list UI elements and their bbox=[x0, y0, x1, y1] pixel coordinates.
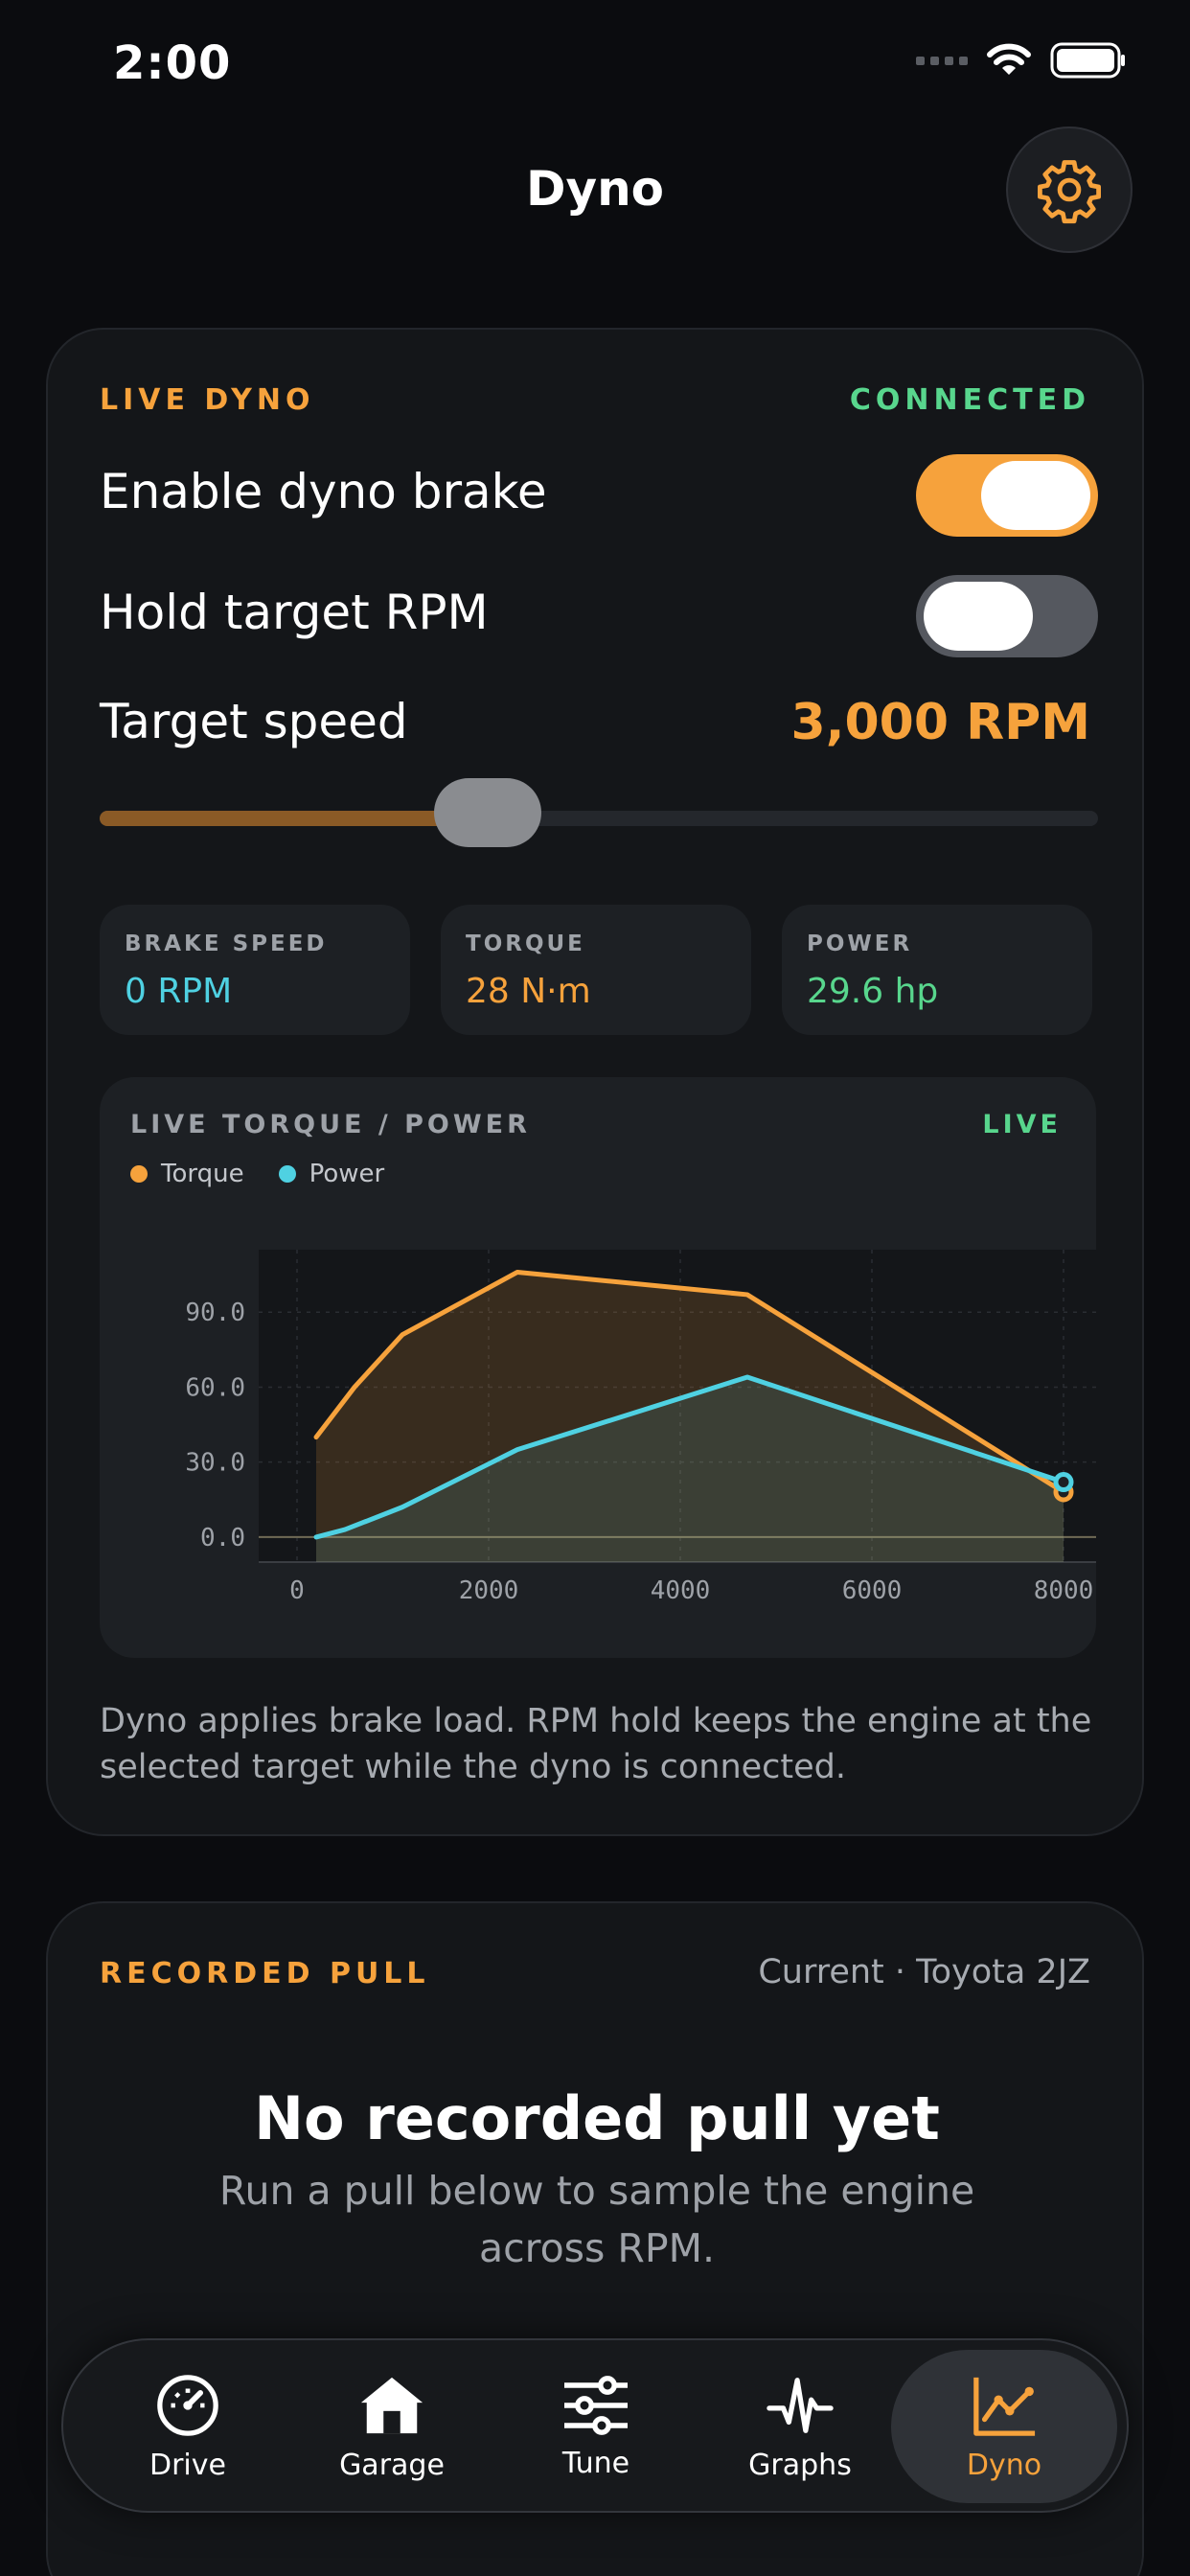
cellular-signal-icon bbox=[916, 56, 968, 65]
chart-title: LIVE TORQUE / POWER bbox=[130, 1110, 531, 1139]
x-tick-label: 6000 bbox=[842, 1576, 903, 1605]
connection-status: CONNECTED bbox=[849, 383, 1090, 417]
tab-dyno[interactable]: Dyno bbox=[891, 2350, 1117, 2503]
tab-label: Garage bbox=[339, 2448, 445, 2482]
tab-label: Tune bbox=[561, 2446, 630, 2480]
stat-label: POWER bbox=[807, 932, 913, 956]
legend-item-torque: Torque bbox=[130, 1160, 244, 1188]
slider-fill bbox=[100, 811, 488, 826]
legend-label: Power bbox=[309, 1160, 385, 1188]
tab-tune[interactable]: Tune bbox=[500, 2350, 692, 2503]
tab-label: Drive bbox=[149, 2448, 226, 2482]
hold-rpm-label: Hold target RPM bbox=[100, 585, 489, 640]
legend-label: Torque bbox=[161, 1160, 244, 1188]
y-tick-label: 30.0 bbox=[185, 1449, 245, 1478]
tab-garage[interactable]: Garage bbox=[296, 2350, 488, 2503]
tab-drive[interactable]: Drive bbox=[92, 2350, 284, 2503]
stat-brake-speed: BRAKE SPEED 0 RPM bbox=[100, 905, 410, 1035]
target-speed-slider[interactable] bbox=[100, 778, 1098, 847]
x-tick-label: 0 bbox=[289, 1576, 305, 1605]
wifi-icon bbox=[987, 43, 1031, 75]
stat-value: 0 RPM bbox=[125, 972, 233, 1011]
legend-swatch bbox=[278, 1165, 296, 1183]
stat-value: 29.6 hp bbox=[807, 972, 939, 1011]
enable-brake-label: Enable dyno brake bbox=[100, 464, 547, 519]
recorded-pull-label: RECORDED PULL bbox=[100, 1957, 430, 1990]
series-line-power bbox=[313, 1374, 1066, 1540]
chart-legend: Torque Power bbox=[130, 1160, 384, 1188]
x-tick-label: 8000 bbox=[1034, 1576, 1094, 1605]
tab-label: Dyno bbox=[966, 2448, 1042, 2482]
status-bar: 2:00 bbox=[0, 0, 1190, 134]
page-title: Dyno bbox=[525, 161, 665, 217]
legend-swatch bbox=[130, 1165, 148, 1183]
slider-thumb[interactable] bbox=[433, 778, 541, 847]
x-tick-label: 2000 bbox=[459, 1576, 519, 1605]
gear-icon bbox=[1038, 160, 1101, 224]
stat-label: BRAKE SPEED bbox=[125, 932, 328, 956]
dyno-note: Dyno applies brake load. RPM hold keeps … bbox=[100, 1702, 1092, 1786]
legend-item-power: Power bbox=[278, 1160, 385, 1188]
enable-brake-toggle[interactable] bbox=[916, 454, 1098, 537]
live-dyno-card: LIVE DYNO CONNECTED Enable dyno brake Ho… bbox=[46, 328, 1144, 1836]
y-tick-label: 0.0 bbox=[200, 1524, 245, 1552]
tab-label: Graphs bbox=[748, 2448, 852, 2482]
stat-torque: TORQUE 28 N·m bbox=[441, 905, 751, 1035]
sliders-icon bbox=[564, 2375, 628, 2435]
status-icons bbox=[916, 42, 1127, 79]
target-speed-value: 3,000 RPM bbox=[790, 694, 1090, 751]
hold-rpm-toggle[interactable] bbox=[916, 575, 1098, 657]
live-dyno-label: LIVE DYNO bbox=[100, 383, 315, 417]
speedometer-icon bbox=[157, 2374, 218, 2436]
status-time: 2:00 bbox=[113, 36, 232, 90]
torque-power-chart: 0 2000 4000 6000 8000 0.0 30.0 60.0 90.0 bbox=[185, 1250, 1096, 1605]
empty-state-title: No recorded pull yet bbox=[254, 2083, 940, 2153]
series-area-torque bbox=[316, 1272, 1064, 1562]
pulse-icon bbox=[767, 2377, 834, 2433]
tab-bar: Drive Garage Tune Graphs bbox=[61, 2338, 1129, 2513]
empty-state-subtitle: Run a pull below to sample the engine ac… bbox=[218, 2168, 975, 2271]
current-engine-label[interactable]: Current · Toyota 2JZ bbox=[758, 1953, 1090, 1991]
torque-power-chart-panel: 0 2000 4000 6000 8000 0.0 30.0 60.0 90.0 LIVE TO… bbox=[100, 1077, 1096, 1658]
y-tick-label: 90.0 bbox=[185, 1299, 245, 1327]
y-tick-label: 60.0 bbox=[185, 1373, 245, 1402]
x-tick-label: 4000 bbox=[651, 1576, 711, 1605]
tab-graphs[interactable]: Graphs bbox=[704, 2350, 896, 2503]
battery-icon bbox=[1050, 42, 1125, 79]
series-endpoint-power bbox=[1053, 1472, 1074, 1493]
stat-value: 28 N·m bbox=[466, 972, 591, 1011]
chart-live-badge: LIVE bbox=[982, 1110, 1062, 1139]
stat-label: TORQUE bbox=[466, 932, 585, 956]
stat-power: POWER 29.6 hp bbox=[782, 905, 1092, 1035]
settings-button[interactable] bbox=[1006, 126, 1133, 253]
chart-line-icon bbox=[973, 2377, 1036, 2436]
target-speed-label: Target speed bbox=[100, 694, 408, 749]
series-line-torque bbox=[313, 1269, 1066, 1495]
garage-icon bbox=[360, 2377, 423, 2433]
series-area-power bbox=[316, 1377, 1064, 1562]
